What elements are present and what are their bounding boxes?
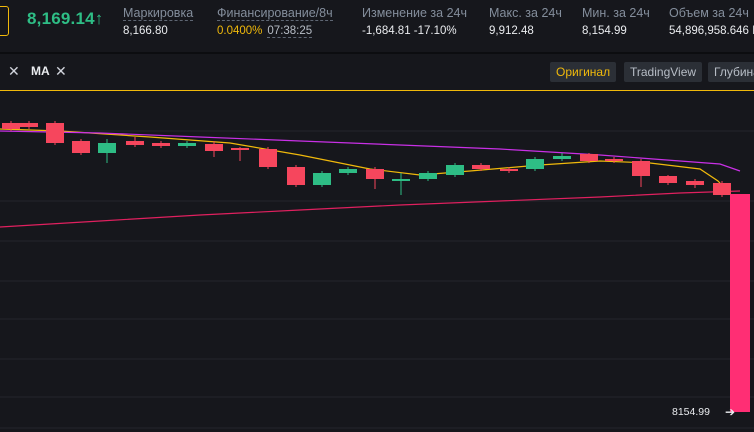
candle-body bbox=[46, 123, 64, 143]
funding-stat: Финансирование/8ч 0.0400% 07:38:25 bbox=[217, 5, 333, 39]
candle-body bbox=[419, 173, 437, 179]
symbol-selector-edge[interactable] bbox=[0, 6, 9, 36]
candle-body bbox=[178, 143, 196, 146]
ma-mid-line bbox=[0, 130, 741, 172]
high-24h-stat: Макс. за 24ч 9,912.48 bbox=[489, 5, 562, 39]
candle-body bbox=[152, 143, 170, 146]
last-price-value: 8,169.14 bbox=[27, 9, 95, 28]
candle-body bbox=[20, 123, 38, 127]
candle-body bbox=[472, 165, 490, 169]
candle-body bbox=[392, 179, 410, 181]
high-24h-label: Макс. за 24ч bbox=[489, 6, 562, 20]
candle-body bbox=[2, 123, 20, 129]
moving-average-lines bbox=[0, 128, 741, 228]
change-24h-label: Изменение за 24ч bbox=[362, 6, 467, 20]
candle-body bbox=[686, 181, 704, 185]
mark-price-value: 8,166.80 bbox=[123, 25, 168, 37]
candle-body bbox=[205, 144, 223, 151]
candle-body bbox=[126, 141, 144, 145]
candles bbox=[2, 121, 750, 412]
grid-lines bbox=[0, 130, 754, 429]
last-price: 8,169.14↑ bbox=[27, 9, 103, 29]
candle-body bbox=[313, 173, 331, 185]
change-24h-value: -1,684.81 -17.10% bbox=[362, 25, 457, 37]
price-up-arrow-icon: ↑ bbox=[94, 9, 104, 28]
tab-original[interactable]: Оригинал bbox=[550, 62, 617, 82]
candle-body bbox=[526, 159, 544, 169]
ma-fast-line bbox=[0, 128, 731, 195]
low-24h-stat: Мин. за 24ч 8,154.99 bbox=[582, 5, 650, 39]
mark-price-label[interactable]: Маркировка bbox=[123, 6, 194, 21]
last-price-axis-label: 8154.99 bbox=[672, 406, 710, 418]
volume-24h-stat: Объем за 24ч 54,896,958.646 I bbox=[669, 5, 754, 39]
candle-body bbox=[500, 169, 518, 171]
high-24h-value: 9,912.48 bbox=[489, 25, 534, 37]
tab-tradingview[interactable]: TradingView bbox=[624, 62, 703, 82]
low-24h-label: Мин. за 24ч bbox=[582, 6, 650, 20]
candlestick-chart[interactable] bbox=[0, 91, 754, 432]
candle-body bbox=[72, 141, 90, 153]
candle-body bbox=[605, 159, 623, 161]
divider bbox=[0, 52, 754, 54]
scroll-to-latest-arrow-icon[interactable]: ➔ bbox=[725, 405, 736, 419]
close-icon[interactable]: ✕ bbox=[8, 63, 20, 79]
change-24h-stat: Изменение за 24ч -1,684.81 -17.10% bbox=[362, 5, 467, 39]
volume-24h-value: 54,896,958.646 I bbox=[669, 25, 754, 37]
candle-body bbox=[287, 167, 305, 185]
low-24h-value: 8,154.99 bbox=[582, 25, 627, 37]
funding-countdown: 07:38:25 bbox=[267, 25, 313, 38]
candle-body bbox=[713, 183, 731, 195]
candle-body bbox=[366, 169, 384, 179]
volume-24h-label: Объем за 24ч bbox=[669, 6, 749, 20]
candle-body bbox=[98, 143, 116, 153]
tab-depth[interactable]: Глубина bbox=[708, 62, 754, 82]
ticker-bar: 8,169.14↑ Маркировка 8,166.80 Финансиров… bbox=[0, 0, 754, 52]
candle-body bbox=[231, 148, 249, 150]
remove-ma-close-icon[interactable]: ✕ bbox=[55, 63, 67, 79]
candle-body bbox=[339, 169, 357, 173]
candle-body-latest[interactable] bbox=[730, 194, 750, 412]
candle-body bbox=[553, 156, 571, 159]
candle-body bbox=[259, 149, 277, 167]
candle-body bbox=[446, 165, 464, 175]
candle-body bbox=[632, 161, 650, 176]
chart-canvas[interactable] bbox=[0, 91, 754, 432]
indicator-ma-label[interactable]: MA bbox=[31, 64, 50, 78]
candle-body bbox=[580, 154, 598, 161]
funding-label[interactable]: Финансирование/8ч bbox=[217, 6, 333, 21]
chart-toolbar: ✕ MA ✕ Оригинал TradingView Глубина bbox=[0, 54, 754, 91]
mark-price-stat: Маркировка 8,166.80 bbox=[123, 5, 194, 39]
candle-body bbox=[659, 176, 677, 183]
ma-slow-line bbox=[0, 190, 741, 228]
funding-rate: 0.0400% bbox=[217, 25, 263, 37]
